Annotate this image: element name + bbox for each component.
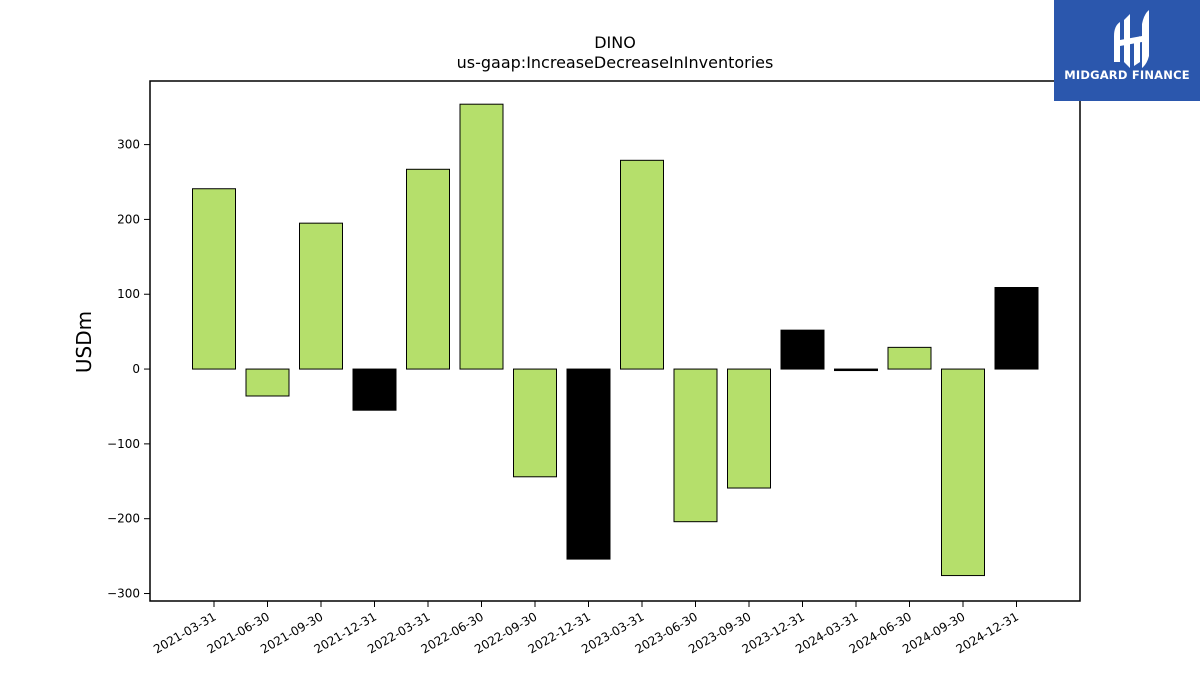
y-tick-label: 100 [117,287,140,301]
bar-2021-06-30 [245,368,290,397]
midgard-finance-logo: MIDGARD FINANCE [1054,0,1200,101]
y-tick-label: 0 [132,362,140,376]
bar-2022-06-30 [459,103,504,370]
y-tick-label: 300 [117,138,140,152]
chart-title: DINO [594,33,636,52]
x-axis: 2021-03-312021-06-302021-09-302021-12-31… [151,601,1021,656]
y-axis: −300 −200 −100 0 100 200 300 [107,138,150,601]
logo-text: MIDGARD FINANCE [1064,68,1190,82]
plot-frame [149,80,1081,602]
y-tick-label: −100 [107,437,140,451]
bar-2021-12-31 [352,368,397,411]
y-tick-label: 200 [117,212,140,226]
y-tick-label: −300 [107,587,140,601]
bars [192,103,1039,577]
bar-2024-03-31 [834,368,878,372]
bar-2022-09-30 [513,368,557,478]
bar-2023-12-31 [780,329,825,370]
bar-2024-06-30 [887,346,932,370]
chart-subtitle: us-gaap:IncreaseDecreaseInInventories [457,53,774,72]
bar-2023-09-30 [727,368,771,489]
bar-2023-03-31 [620,159,664,370]
bar-2021-03-31 [192,188,236,370]
y-tick-label: −200 [107,512,140,526]
bar-2024-12-31 [994,287,1039,370]
bar-2023-06-30 [673,368,718,523]
logo-mark-icon [1114,10,1149,68]
y-axis-label: USDm [72,311,96,373]
bar-2022-12-31 [566,368,611,560]
bar-2022-03-31 [406,168,450,370]
bar-2021-09-30 [299,222,343,370]
bar-2024-09-30 [941,368,985,577]
